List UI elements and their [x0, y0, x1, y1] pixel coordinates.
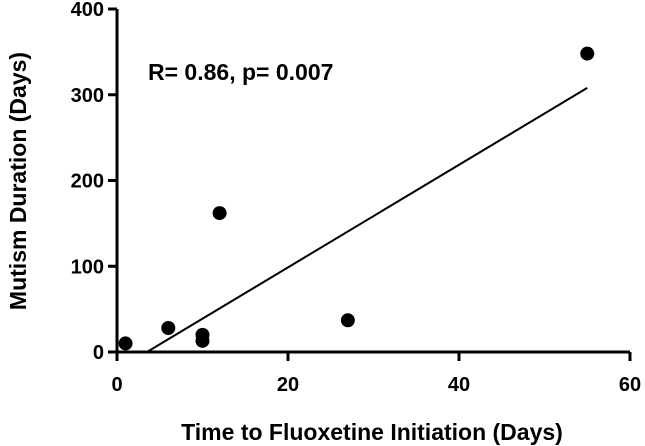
data-point: [212, 206, 227, 221]
plot-area: 0 100 200 300 400 0 20 40 60: [71, 0, 642, 396]
x-tick-label: 0: [111, 374, 122, 396]
data-point: [161, 320, 176, 335]
y-tick-label: 200: [71, 171, 104, 193]
y-tick-label: 0: [93, 342, 104, 364]
y-tick-label: 400: [71, 0, 104, 21]
x-tick-label: 60: [619, 374, 641, 396]
y-tick-label: 100: [71, 256, 104, 278]
data-point: [340, 313, 355, 328]
data-point: [118, 336, 133, 351]
correlation-annotation: R= 0.86, p= 0.007: [148, 59, 333, 85]
y-tick-label: 300: [71, 85, 104, 107]
x-axis-title: Time to Fluoxetine Initiation (Days): [181, 419, 563, 445]
data-point: [195, 327, 210, 342]
x-tick-label: 20: [277, 374, 299, 396]
y-axis-title: Mutism Duration (Days): [5, 52, 31, 310]
x-tick-label: 40: [448, 374, 470, 396]
data-point: [580, 46, 595, 61]
regression-line: [146, 87, 588, 353]
